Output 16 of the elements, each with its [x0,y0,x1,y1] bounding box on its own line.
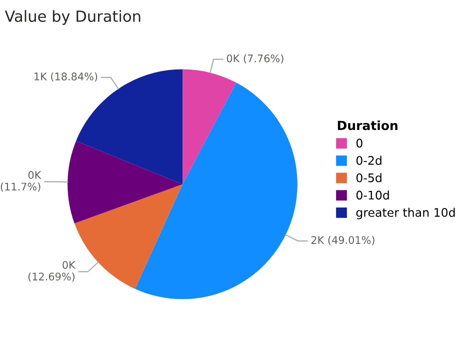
legend-label: 0 [356,138,362,148]
legend-label: 0-2d [356,156,382,165]
data-label: 0K (7.76%) [226,54,284,64]
legend-title: Duration [338,120,398,130]
data-label: 1K (18.84%) [34,72,98,82]
data-label: 0K (11.7%) [0,171,42,192]
legend-label: 0-5d [356,173,382,182]
pie-slice [68,140,182,224]
chart-title: Value by Duration [4,10,140,25]
pie-slice [135,82,298,300]
pie-slice [74,184,182,289]
pie-slice [182,69,236,184]
data-label: 2K (49.01%) [311,236,374,246]
legend-label: 0-10d [356,190,389,200]
legend-label: greater than 10d [356,208,455,220]
data-label: 0K (12.69%) [28,260,76,282]
